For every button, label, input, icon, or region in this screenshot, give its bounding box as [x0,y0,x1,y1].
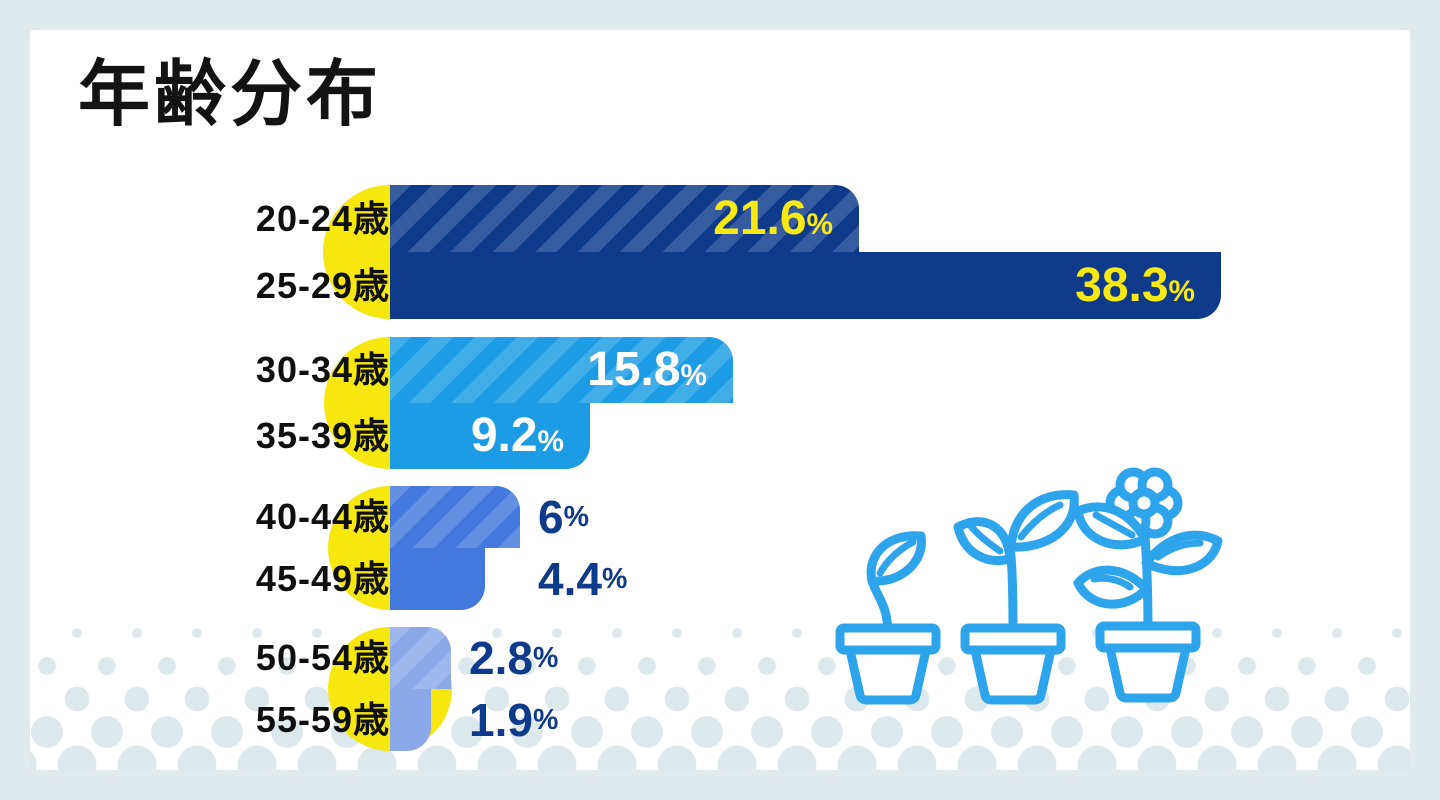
bar-value-label-55-59: 1.9% [469,694,559,746]
bar-45-49 [390,548,485,610]
bar-35-39: 9.2% [390,403,590,469]
category-label-50-54: 50-54歳 [255,637,390,678]
bar-50-54 [390,627,451,689]
category-label-30-34: 30-34歳 [255,349,390,390]
category-label-35-39: 35-39歳 [255,415,390,456]
seedling-icon [835,531,941,705]
category-label-55-59: 55-59歳 [255,699,390,740]
flowering-plant-icon [1073,467,1223,703]
bar-value-label: 21.6% [713,191,833,245]
bar-value-label: 15.8% [587,343,707,396]
bar-20-24: 21.6% [390,185,859,252]
page-title: 年齢分布 [78,55,383,135]
bar-value-label: 9.2% [470,409,564,462]
bar-25-29: 38.3% [390,252,1221,319]
infographic-card: 年齢分布 20-24歳 25-29歳 30-34歳 35-39歳 40-44歳 … [30,30,1410,770]
bar-55-59 [390,689,431,751]
bar-value-label-45-49: 4.4% [538,553,628,605]
bar-value-label-40-44: 6% [538,491,589,543]
young-plant-icon [953,490,1079,705]
category-label-25-29: 25-29歳 [255,264,390,306]
bar-40-44 [390,486,520,548]
category-label-40-44: 40-44歳 [255,496,390,537]
bar-30-34: 15.8% [390,337,733,403]
category-label-20-24: 20-24歳 [255,197,390,239]
growing-plants-illustration [835,467,1223,705]
bar-value-label: 38.3% [1075,258,1195,312]
bar-value-label-50-54: 2.8% [469,632,559,684]
category-label-45-49: 45-49歳 [255,558,390,599]
